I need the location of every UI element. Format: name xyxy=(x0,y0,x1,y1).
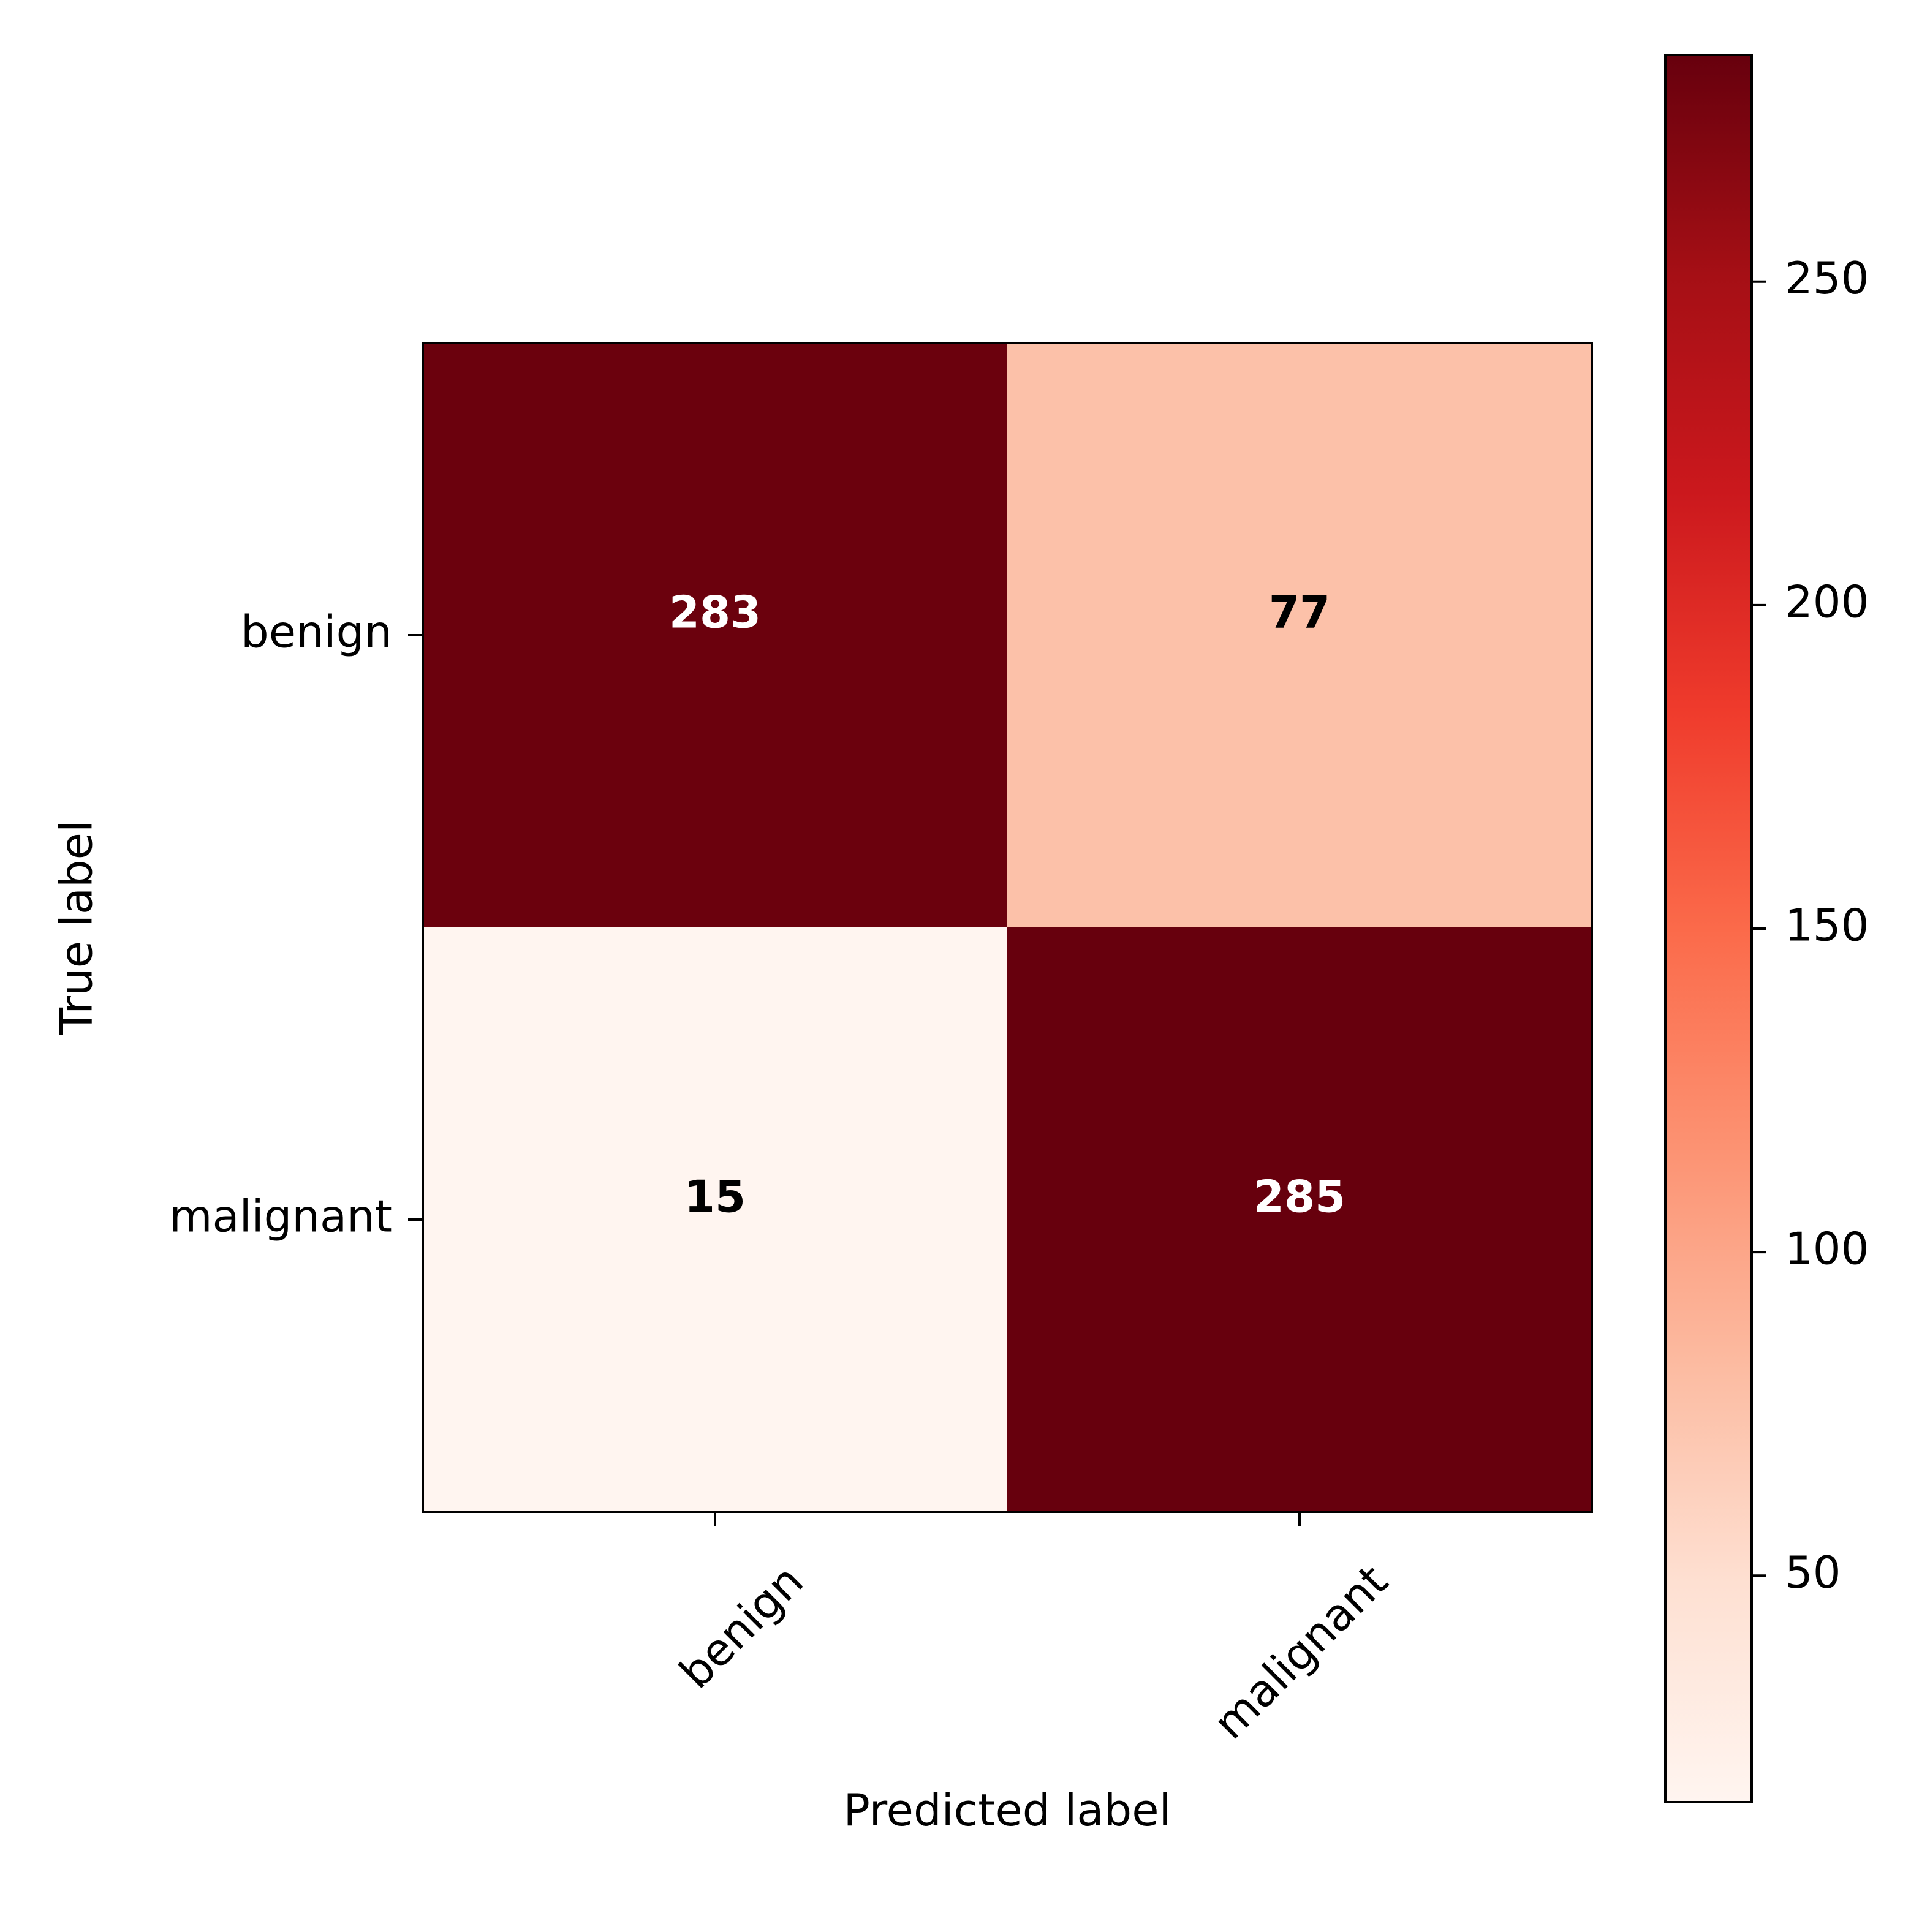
x-axis-title: Predicted label xyxy=(843,1784,1171,1836)
cell-value-label: 77 xyxy=(1269,587,1330,638)
colorbar-tick-label: 100 xyxy=(1785,1223,1869,1275)
y-axis-title: True label xyxy=(51,820,102,1035)
y-tick-label: benign xyxy=(241,606,392,658)
y-tick-label: malignant xyxy=(169,1191,392,1242)
heatmap-cell-malignant-benign xyxy=(423,927,1008,1512)
cell-value-label: 283 xyxy=(669,587,761,638)
colorbar-tick-label: 250 xyxy=(1785,252,1869,304)
colorbar xyxy=(1665,55,1752,1802)
cell-value-label: 15 xyxy=(684,1171,746,1223)
colorbar-tick-label: 200 xyxy=(1785,576,1869,627)
plot-frame xyxy=(422,342,1593,1513)
heatmap-cells xyxy=(423,343,1592,1512)
heatmap-cell-benign-malignant xyxy=(1007,343,1592,928)
colorbar-tick-label: 150 xyxy=(1785,900,1869,951)
x-tick-label: benign xyxy=(670,1555,813,1699)
cell-value-label: 285 xyxy=(1254,1171,1345,1223)
colorbar-tick-label: 50 xyxy=(1785,1547,1841,1598)
y-axis-ticks: benign malignant xyxy=(169,606,423,1242)
heatmap-cell-malignant-malignant xyxy=(1007,927,1592,1512)
heatmap-cell-benign-benign xyxy=(423,343,1008,928)
colorbar-ticks: 50 100 150 200 250 xyxy=(1752,252,1869,1598)
x-tick-label: malignant xyxy=(1203,1555,1397,1749)
x-axis-ticks: benign malignant xyxy=(670,1512,1398,1749)
cell-value-labels: 283 77 15 285 xyxy=(669,587,1345,1223)
